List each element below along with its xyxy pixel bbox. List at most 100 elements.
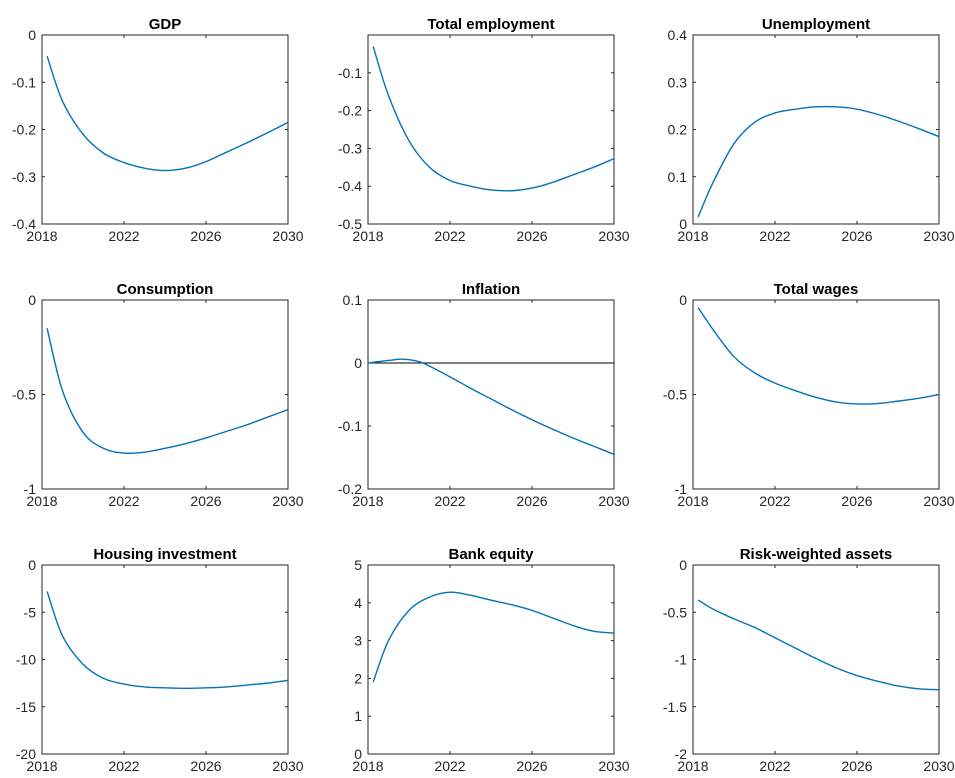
x-tick-label: 2026 [190,228,221,244]
series-line [697,105,940,218]
x-tick-label: 2022 [434,758,465,774]
chart-title: Risk-weighted assets [740,546,893,563]
x-tick-label: 2022 [434,228,465,244]
y-tick-label: -0.5 [663,604,687,620]
y-tick-label: -0.1 [338,65,362,81]
x-tick-label: 2018 [26,493,57,509]
y-tick-label: 0 [679,557,687,573]
x-tick-label: 2018 [26,228,57,244]
x-tick-label: 2022 [108,758,139,774]
axes-box [692,564,940,755]
y-tick-label: 5 [354,557,362,573]
x-tick-label: 2026 [190,493,221,509]
x-tick-label: 2026 [841,758,872,774]
series-line [46,56,289,172]
y-tick-label: 0 [354,355,362,371]
x-tick-label: 2022 [108,493,139,509]
x-tick-label: 2030 [923,493,954,509]
chart-title: Unemployment [762,16,870,33]
y-tick-label: -1 [675,652,688,668]
y-tick-label: 0 [354,746,362,762]
y-tick-label: 0.2 [668,122,688,138]
chart-panel: Total wages -1 -0.5 0 2018 2022 2026 2030 [663,281,955,509]
x-tick-label: 2030 [598,758,629,774]
y-tick-label: -10 [16,652,36,668]
y-tick-label: 0 [28,292,36,308]
y-tick-label: -0.5 [663,387,687,403]
x-tick-label: 2030 [272,758,303,774]
chart-title: GDP [149,16,182,33]
y-tick-label: 2 [354,670,362,686]
y-tick-label: 0.1 [343,292,363,308]
chart-panel: Housing investment -20 -15 -10 -5 0 2018 2022 20… [16,546,304,774]
x-tick-label: 2022 [759,493,790,509]
x-tick-label: 2030 [272,493,303,509]
y-tick-label: -0.3 [12,169,36,185]
y-tick-label: -2 [675,746,688,762]
y-tick-label: -0.4 [12,216,36,232]
x-tick-label: 2026 [190,758,221,774]
y-tick-label: -0.1 [338,418,362,434]
x-tick-label: 2026 [841,493,872,509]
chart-title: Bank equity [448,546,534,563]
x-tick-label: 2022 [434,493,465,509]
axes-box [692,34,940,225]
x-tick-label: 2030 [598,228,629,244]
x-tick-label: 2018 [352,493,383,509]
chart-title: Total wages [774,281,859,298]
chart-title: Inflation [462,281,520,298]
x-tick-label: 2022 [759,758,790,774]
y-tick-label: 0.3 [668,74,688,90]
x-tick-label: 2018 [26,758,57,774]
chart-title: Housing investment [93,546,236,563]
chart-panel: Total employment -0.5 -0.4 -0.3 -0.2 -0.1 2018… [338,16,630,244]
axes-box [367,564,615,755]
x-tick-label: 2022 [108,228,139,244]
y-tick-label: -0.5 [12,387,36,403]
x-tick-label: 2030 [923,758,954,774]
series-line [46,591,289,690]
y-tick-label: 0 [28,27,36,43]
x-tick-label: 2026 [516,758,547,774]
y-tick-label: 4 [354,595,362,611]
x-tick-label: 2030 [598,493,629,509]
series-line [697,307,940,405]
y-tick-label: -1 [675,481,688,497]
series-line [46,328,289,455]
x-tick-label: 2026 [841,228,872,244]
y-tick-label: 0.4 [668,27,688,43]
x-tick-label: 2018 [352,758,383,774]
y-tick-label: -5 [24,604,37,620]
y-tick-label: -0.1 [12,74,36,90]
x-tick-label: 2018 [677,758,708,774]
chart-panel: Inflation -0.2 -0.1 0 0.1 2018 2022 2026 2030 [338,281,630,509]
y-tick-label: -1 [24,481,37,497]
y-tick-label: -15 [16,699,36,715]
y-tick-label: -0.5 [338,216,362,232]
series-line [697,599,940,691]
chart-title: Consumption [117,281,214,298]
series-line [372,591,615,683]
x-tick-label: 2026 [516,228,547,244]
x-tick-label: 2018 [677,228,708,244]
axes-box [367,34,615,225]
y-tick-label: -0.3 [338,140,362,156]
y-tick-label: -0.4 [338,178,362,194]
y-tick-label: 0.1 [668,169,688,185]
chart-panel: GDP -0.4 -0.3 -0.2 -0.1 0 2018 2022 2026 2030 [12,16,304,244]
y-tick-label: 0 [28,557,36,573]
y-tick-label: -1.5 [663,699,687,715]
y-tick-label: -0.2 [338,103,362,119]
chart-panel: Consumption -1 -0.5 0 2018 2022 2026 2030 [12,281,304,509]
axes-box [41,299,289,490]
x-tick-label: 2022 [759,228,790,244]
y-tick-label: 3 [354,633,362,649]
x-tick-label: 2018 [352,228,383,244]
x-tick-label: 2026 [516,493,547,509]
x-tick-label: 2030 [272,228,303,244]
series-line [372,46,615,192]
chart-panel: Unemployment 0 0.1 0.2 0.3 0.4 2018 2022 2026 203… [668,16,955,244]
y-tick-label: -0.2 [12,122,36,138]
y-tick-label: -20 [16,746,36,762]
